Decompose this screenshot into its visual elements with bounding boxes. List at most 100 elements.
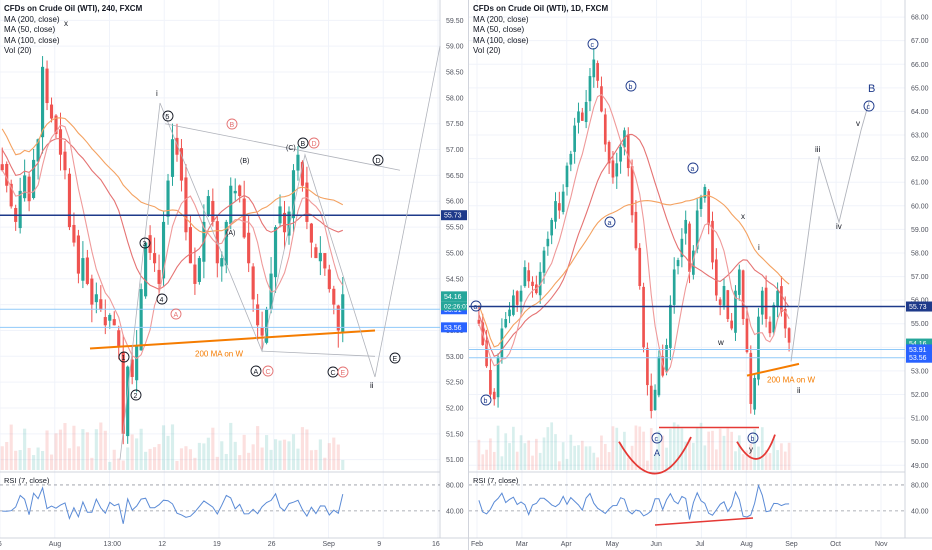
candle-body <box>741 270 745 320</box>
head-arc-y <box>736 434 776 460</box>
volume-bar <box>49 454 54 470</box>
y-tick-label: 55.00 <box>911 321 929 328</box>
volume-bar <box>58 429 63 470</box>
legend-1d: CFDs on Crude Oil (WTI), 1D, FXCM MA (20… <box>473 4 608 57</box>
volume-bar <box>238 455 242 470</box>
wave-projection-line <box>119 46 441 460</box>
y-tick-label: 52.50 <box>446 380 464 387</box>
candle-body <box>718 299 722 305</box>
volume-bar <box>0 446 4 470</box>
candle-body <box>206 196 210 215</box>
volume-bar <box>126 447 130 470</box>
candle-body <box>661 356 665 376</box>
candle-body <box>40 66 45 138</box>
indicator-ma200[interactable]: MA (200, close) <box>4 14 60 24</box>
volume-bar <box>229 422 233 470</box>
volume-bar <box>573 445 576 470</box>
rsi-tick-label: 40.00 <box>446 508 464 515</box>
volume-bar <box>546 427 550 470</box>
indicator-vol[interactable]: Vol (20) <box>473 46 501 55</box>
y-tick-label: 49.00 <box>911 463 929 470</box>
volume-bar <box>224 453 228 470</box>
volume-bar <box>188 449 192 470</box>
candle-body <box>287 211 291 236</box>
volume-bar <box>519 435 523 470</box>
rsi-label-1d[interactable]: RSI (7, close) <box>473 476 519 485</box>
wave-label-a-mid-ring <box>687 162 699 174</box>
candle-body <box>692 250 695 275</box>
indicator-ma50[interactable]: MA (50, close) <box>473 25 525 34</box>
candle-body <box>573 125 576 152</box>
candle-body <box>569 153 573 165</box>
candle-body <box>734 290 737 333</box>
candle-body <box>611 160 615 178</box>
candle-body <box>76 235 80 274</box>
volume-bar <box>508 443 511 470</box>
volume-bar <box>27 447 31 470</box>
volume-bar <box>287 441 291 470</box>
candle-body <box>220 258 224 267</box>
indicator-ma50[interactable]: MA (50, close) <box>4 25 56 34</box>
y-tick-label: 57.00 <box>446 147 464 154</box>
y-tick-label: 59.00 <box>446 44 464 51</box>
chart-panel-4h[interactable]: 59.50 59.00 58.50 58.00 57.50 57.00 56.50 56.00… <box>0 0 468 550</box>
volume-bar <box>233 441 237 470</box>
volume-bar <box>327 443 331 470</box>
candle-body <box>699 196 703 209</box>
price-tag-resistance: 55.73 <box>909 304 927 311</box>
candle-body <box>0 164 4 171</box>
indicator-ma200[interactable]: MA (200, close) <box>473 14 529 24</box>
candle-body <box>684 219 688 234</box>
indicator-ma100[interactable]: MA (100, close) <box>4 35 60 45</box>
volume-bar <box>584 446 588 470</box>
candle-body <box>126 366 130 437</box>
candle-body <box>519 290 523 302</box>
candle-body <box>745 318 749 353</box>
volume-bar <box>783 451 787 470</box>
candle-body <box>653 389 657 411</box>
volume-bar <box>148 448 152 470</box>
wave-label-B2: B <box>301 141 306 148</box>
candle-body <box>588 76 592 102</box>
price-tag-resistance: 55.73 <box>444 213 462 220</box>
volume-bar <box>296 448 300 470</box>
volume-bar <box>94 429 98 470</box>
indicator-vol[interactable]: Vol (20) <box>4 46 32 55</box>
y-tick-label: 53.00 <box>446 354 464 361</box>
volume-bar <box>76 446 80 470</box>
candle-body <box>305 182 309 222</box>
wave-label-c-proj-ring <box>863 100 875 112</box>
candle-body <box>657 356 661 396</box>
volume-bar <box>144 451 148 470</box>
volume-bar <box>787 442 791 470</box>
price-tag-current-bg <box>441 291 467 302</box>
indicator-ma100[interactable]: MA (100, close) <box>473 35 529 45</box>
candle-body <box>247 232 251 264</box>
chart-panel-1d[interactable]: 68.00 67.00 66.00 65.00 64.00 63.00 62.00 61.00… <box>468 0 932 550</box>
wave-label-iii: iii <box>815 145 821 154</box>
volume-bar <box>596 457 599 470</box>
candle-body <box>703 186 707 199</box>
chart-1d-canvas[interactable]: 68.00 67.00 66.00 65.00 64.00 63.00 62.00 61.00… <box>469 0 932 550</box>
chart-4h-canvas[interactable]: 59.50 59.00 58.50 58.00 57.50 57.00 56.50 56.00… <box>0 0 468 550</box>
wave-label-3: 3 <box>143 241 147 248</box>
volume-bar <box>734 451 737 470</box>
y-tick-label: 55.50 <box>446 225 464 232</box>
volume-bar <box>676 424 680 470</box>
rsi-label-4h[interactable]: RSI (7, close) <box>4 476 50 485</box>
candle-body <box>85 257 89 284</box>
volume-bar <box>588 446 592 470</box>
volume-bar <box>40 451 45 470</box>
candle-body <box>211 200 215 222</box>
wave-label-(A): (A) <box>226 230 235 237</box>
candle-body <box>783 308 787 329</box>
candle-body <box>103 317 107 326</box>
wave-label-b-top: b <box>629 84 633 91</box>
candle-body <box>737 269 741 295</box>
wave-label-b-low-ring <box>480 394 492 406</box>
candle-body <box>166 180 170 217</box>
x-tick-label: Jul <box>695 541 704 548</box>
x-tick-label: 12 <box>158 541 166 548</box>
wave-label-i: i <box>156 89 158 98</box>
x-tick-label: Mar <box>516 541 529 548</box>
